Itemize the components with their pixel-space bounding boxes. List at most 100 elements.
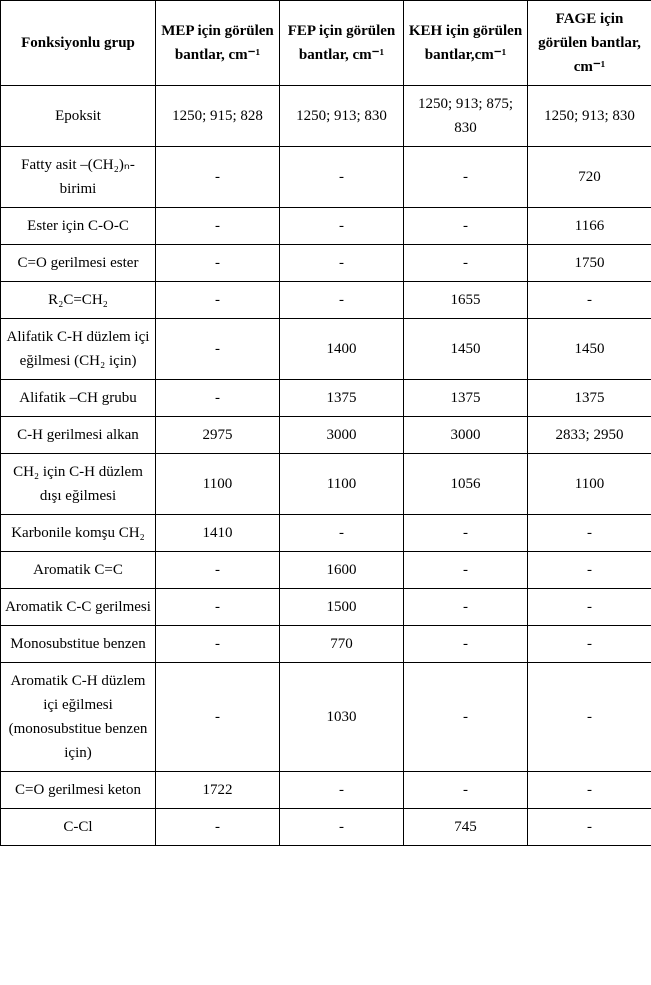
- table-row: Alifatik –CH grubu-137513751375: [1, 380, 651, 417]
- header-label: FAGE için görülen bantlar, cm⁻¹: [538, 11, 641, 75]
- cell-mep: 1722: [156, 772, 280, 809]
- table-row: CH₂ için C-H düzlem dışı eğilmesi1100110…: [1, 454, 651, 515]
- cell-functional-group: Monosubstitue benzen: [1, 626, 156, 663]
- cell-keh: 745: [404, 809, 528, 846]
- table-row: Karbonile komşu CH₂1410---: [1, 515, 651, 552]
- cell-keh: -: [404, 589, 528, 626]
- cell-keh: 1655: [404, 282, 528, 319]
- cell-functional-group: C-Cl: [1, 809, 156, 846]
- cell-fage: -: [528, 515, 651, 552]
- cell-keh: 1450: [404, 319, 528, 380]
- cell-fep: 1375: [280, 380, 404, 417]
- cell-mep: -: [156, 282, 280, 319]
- cell-keh: -: [404, 552, 528, 589]
- table-row: C-Cl--745-: [1, 809, 651, 846]
- cell-fage: -: [528, 626, 651, 663]
- header-mep: MEP için görülen bantlar, cm⁻¹: [156, 1, 280, 86]
- cell-functional-group: Alifatik C-H düzlem içi eğilmesi (CH₂ iç…: [1, 319, 156, 380]
- header-functional-group: Fonksiyonlu grup: [1, 1, 156, 86]
- header-fep: FEP için görülen bantlar, cm⁻¹: [280, 1, 404, 86]
- cell-mep: -: [156, 380, 280, 417]
- cell-mep: -: [156, 147, 280, 208]
- cell-keh: -: [404, 208, 528, 245]
- cell-fep: -: [280, 245, 404, 282]
- table-row: C-H gerilmesi alkan2975300030002833; 295…: [1, 417, 651, 454]
- cell-fage: -: [528, 282, 651, 319]
- cell-fep: -: [280, 208, 404, 245]
- table-header-row: Fonksiyonlu grup MEP için görülen bantla…: [1, 1, 651, 86]
- cell-fage: 720: [528, 147, 651, 208]
- cell-fage: 1375: [528, 380, 651, 417]
- cell-functional-group: Aromatik C=C: [1, 552, 156, 589]
- cell-keh: 3000: [404, 417, 528, 454]
- cell-keh: -: [404, 626, 528, 663]
- cell-fage: -: [528, 589, 651, 626]
- cell-keh: -: [404, 147, 528, 208]
- table-row: Epoksit1250; 915; 8281250; 913; 8301250;…: [1, 86, 651, 147]
- cell-fage: 2833; 2950: [528, 417, 651, 454]
- table-row: Aromatik C=C-1600--: [1, 552, 651, 589]
- cell-functional-group: Ester için C-O-C: [1, 208, 156, 245]
- cell-mep: 1250; 915; 828: [156, 86, 280, 147]
- cell-functional-group: C=O gerilmesi keton: [1, 772, 156, 809]
- cell-keh: -: [404, 515, 528, 552]
- cell-fage: -: [528, 772, 651, 809]
- cell-fep: -: [280, 772, 404, 809]
- cell-mep: -: [156, 663, 280, 772]
- cell-keh: -: [404, 772, 528, 809]
- header-label: MEP için görülen bantlar, cm⁻¹: [161, 23, 274, 63]
- cell-fep: -: [280, 515, 404, 552]
- cell-keh: 1056: [404, 454, 528, 515]
- header-keh: KEH için görülen bantlar,cm⁻¹: [404, 1, 528, 86]
- cell-mep: -: [156, 552, 280, 589]
- table-row: R₂C=CH₂--1655-: [1, 282, 651, 319]
- table-body: Epoksit1250; 915; 8281250; 913; 8301250;…: [1, 86, 651, 846]
- header-label: FEP için görülen bantlar, cm⁻¹: [288, 23, 396, 63]
- cell-mep: -: [156, 319, 280, 380]
- cell-fep: 1250; 913; 830: [280, 86, 404, 147]
- cell-fep: 1100: [280, 454, 404, 515]
- cell-functional-group: C-H gerilmesi alkan: [1, 417, 156, 454]
- table-row: Ester için C-O-C---1166: [1, 208, 651, 245]
- cell-mep: -: [156, 809, 280, 846]
- table-row: Alifatik C-H düzlem içi eğilmesi (CH₂ iç…: [1, 319, 651, 380]
- cell-functional-group: CH₂ için C-H düzlem dışı eğilmesi: [1, 454, 156, 515]
- header-label: KEH için görülen bantlar,cm⁻¹: [409, 23, 522, 63]
- cell-keh: -: [404, 245, 528, 282]
- cell-fep: 1500: [280, 589, 404, 626]
- cell-functional-group: Aromatik C-H düzlem içi eğilmesi (monosu…: [1, 663, 156, 772]
- cell-fage: -: [528, 809, 651, 846]
- table-row: C=O gerilmesi keton1722---: [1, 772, 651, 809]
- cell-fep: 3000: [280, 417, 404, 454]
- cell-mep: -: [156, 208, 280, 245]
- table-row: Aromatik C-H düzlem içi eğilmesi (monosu…: [1, 663, 651, 772]
- table-row: C=O gerilmesi ester---1750: [1, 245, 651, 282]
- table-row: Monosubstitue benzen-770--: [1, 626, 651, 663]
- cell-fep: 770: [280, 626, 404, 663]
- cell-mep: 1410: [156, 515, 280, 552]
- cell-mep: 1100: [156, 454, 280, 515]
- cell-keh: -: [404, 663, 528, 772]
- cell-functional-group: Fatty asit –(CH₂)ₙ- birimi: [1, 147, 156, 208]
- cell-fage: 1450: [528, 319, 651, 380]
- cell-functional-group: Epoksit: [1, 86, 156, 147]
- cell-functional-group: R₂C=CH₂: [1, 282, 156, 319]
- cell-mep: -: [156, 245, 280, 282]
- cell-functional-group: Karbonile komşu CH₂: [1, 515, 156, 552]
- cell-fep: -: [280, 147, 404, 208]
- cell-mep: -: [156, 626, 280, 663]
- cell-functional-group: Aromatik C-C gerilmesi: [1, 589, 156, 626]
- cell-fep: 1400: [280, 319, 404, 380]
- data-table: Fonksiyonlu grup MEP için görülen bantla…: [0, 0, 651, 846]
- cell-functional-group: C=O gerilmesi ester: [1, 245, 156, 282]
- table-row: Aromatik C-C gerilmesi-1500--: [1, 589, 651, 626]
- header-label: Fonksiyonlu grup: [21, 35, 135, 51]
- cell-keh: 1375: [404, 380, 528, 417]
- cell-keh: 1250; 913; 875; 830: [404, 86, 528, 147]
- cell-functional-group: Alifatik –CH grubu: [1, 380, 156, 417]
- cell-fage: 1750: [528, 245, 651, 282]
- cell-mep: 2975: [156, 417, 280, 454]
- cell-fage: 1100: [528, 454, 651, 515]
- header-fage: FAGE için görülen bantlar, cm⁻¹: [528, 1, 651, 86]
- cell-fep: 1030: [280, 663, 404, 772]
